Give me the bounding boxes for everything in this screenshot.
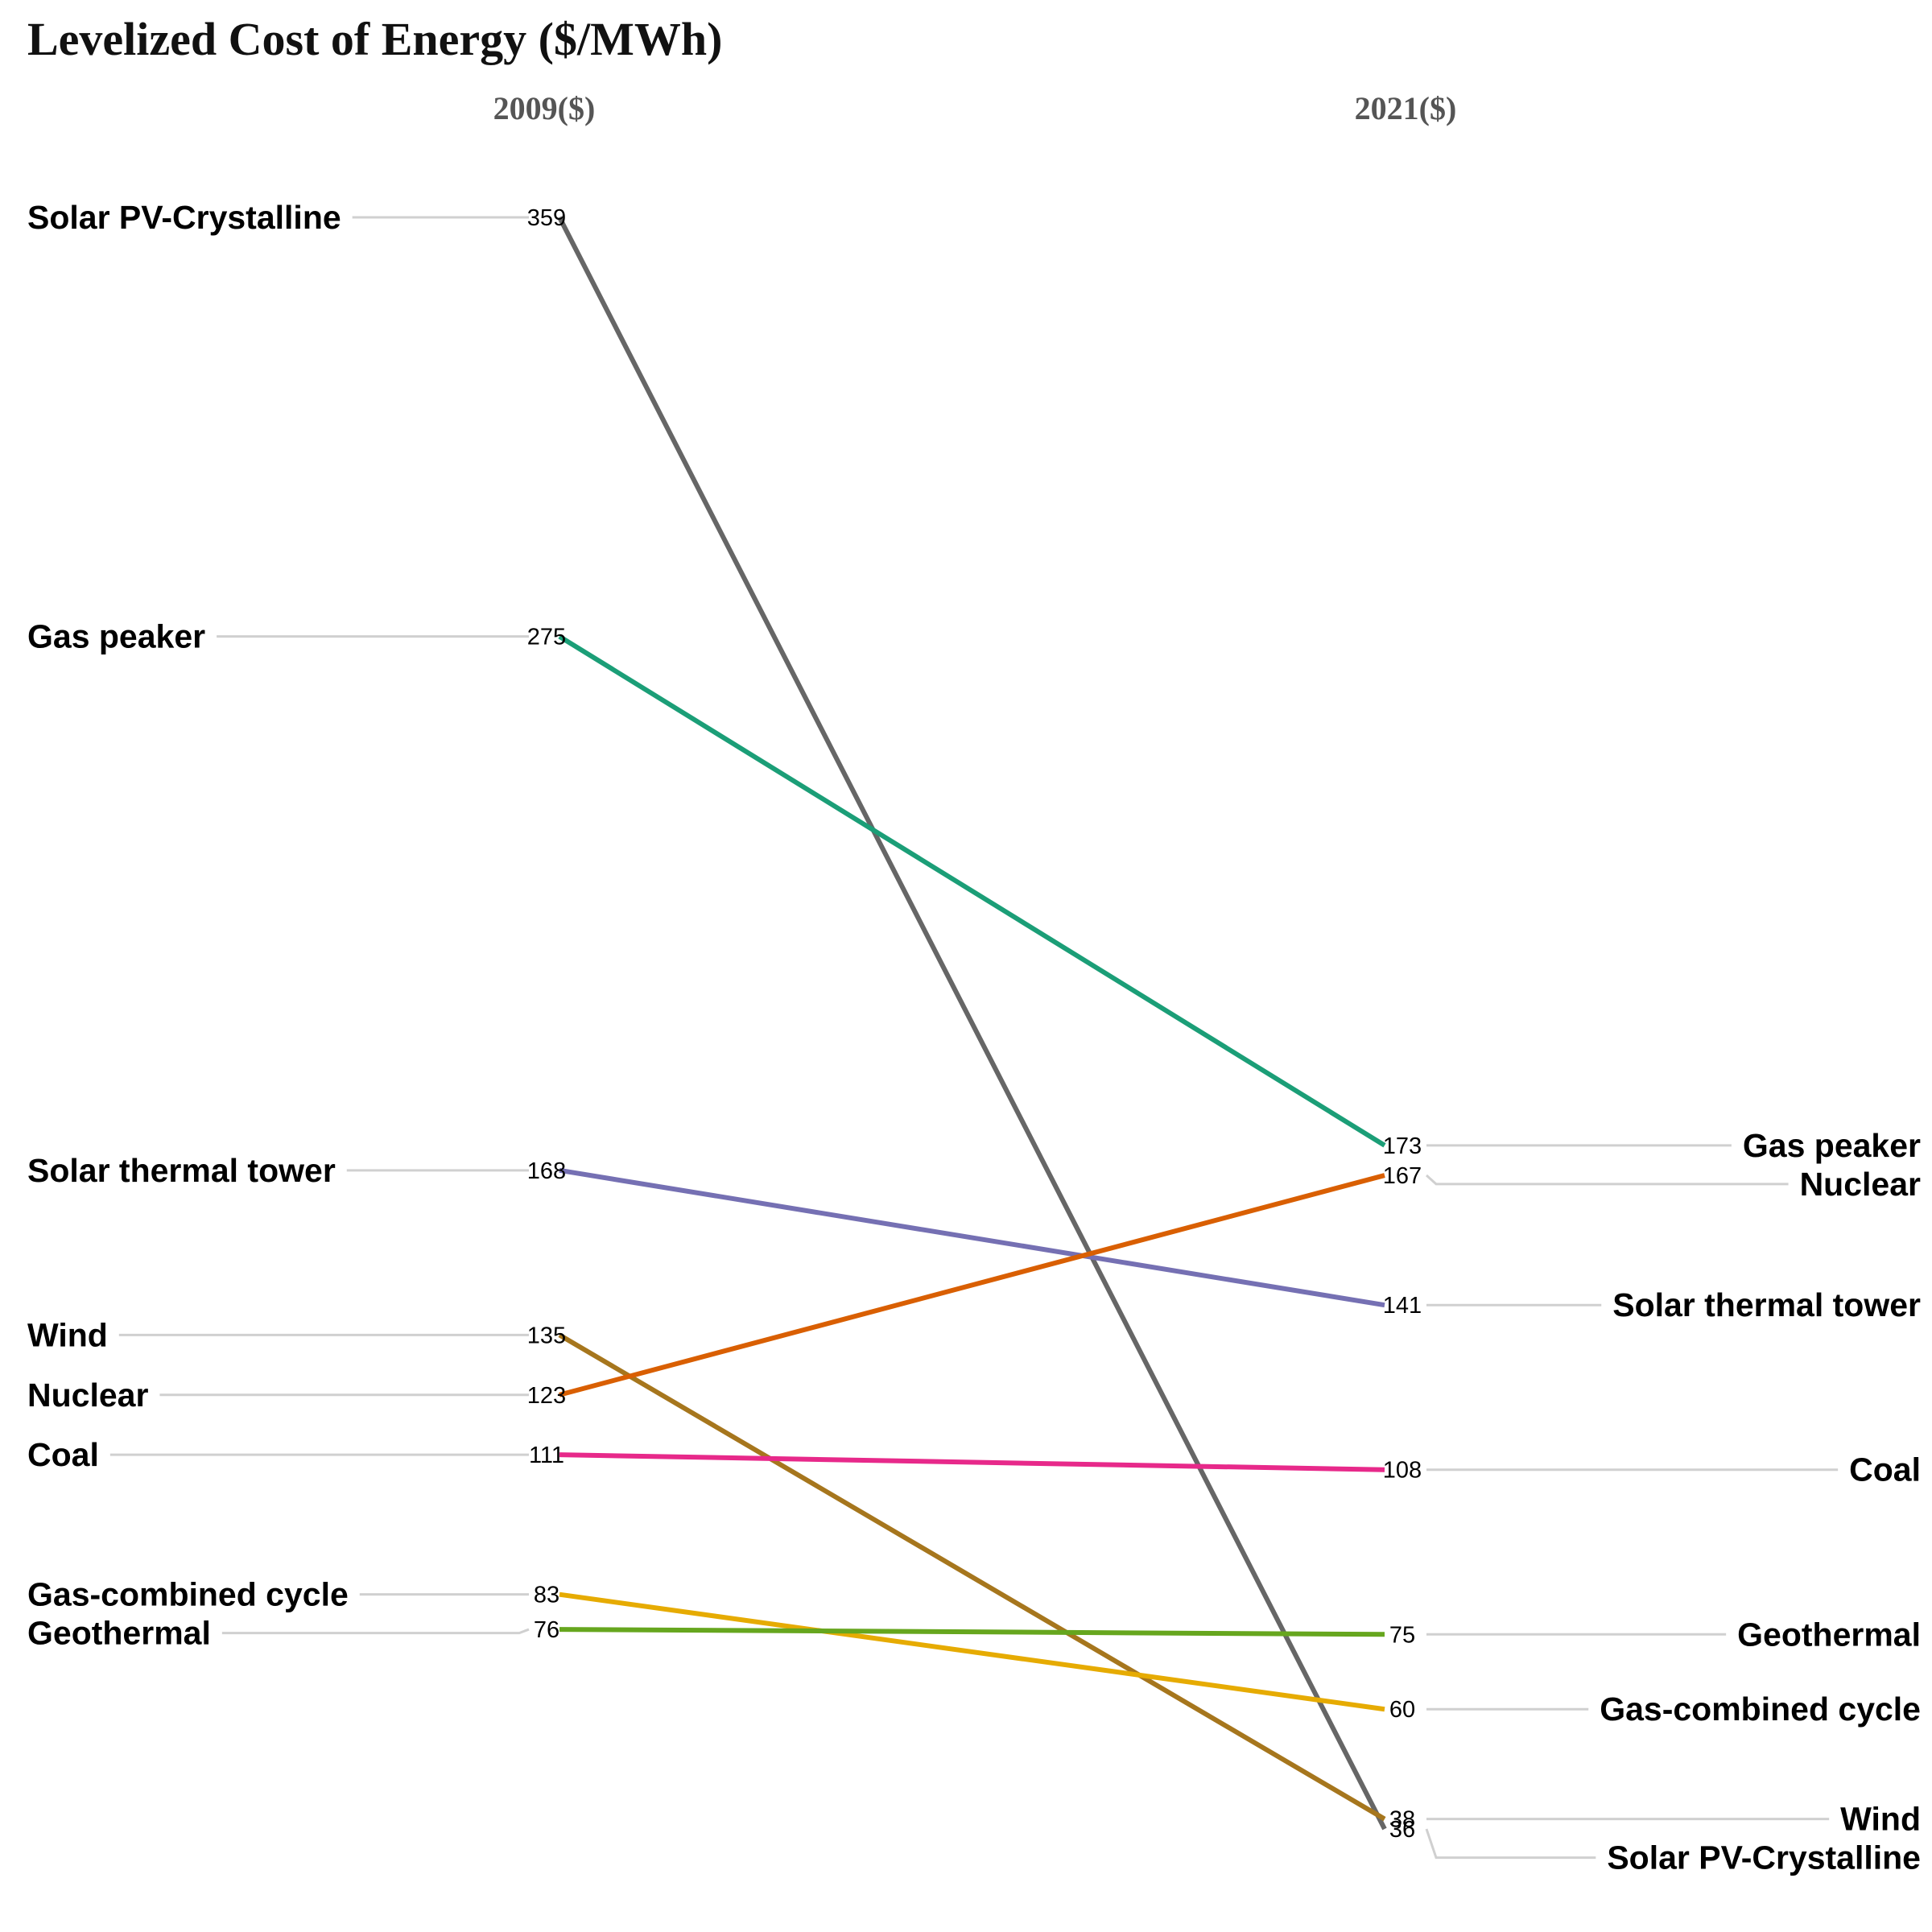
value-2009-solar-thermal-tower: 168 (527, 1158, 566, 1184)
value-2021-gas-peaker: 173 (1383, 1133, 1422, 1159)
label-left-coal: Coal (27, 1436, 99, 1473)
slope-line-wind (558, 1332, 1386, 1822)
label-right-wind: Wind (1840, 1801, 1921, 1838)
label-right-gas-combined-cycle: Gas-combined cycle (1600, 1690, 1921, 1728)
leader-lines (109, 216, 1839, 1860)
slope-line-gas-combined-cycle (559, 1591, 1385, 1712)
value-2009-coal: 111 (529, 1443, 564, 1468)
value-2021-solar-pv-crystalline: 36 (1389, 1817, 1415, 1843)
value-2009-solar-pv-crystalline: 359 (527, 205, 566, 231)
slope-line-gas-peaker (558, 634, 1386, 1148)
value-2021-solar-thermal-tower: 141 (1383, 1293, 1422, 1319)
label-left-nuclear: Nuclear (27, 1377, 148, 1414)
value-2009-gas-peaker: 275 (527, 625, 566, 650)
label-right-nuclear: Nuclear (1800, 1166, 1921, 1203)
label-left-solar-thermal-tower: Solar thermal tower (27, 1152, 336, 1189)
column-header-2009: 2009($) (493, 90, 596, 126)
slope-line-solar-thermal-tower (559, 1167, 1385, 1308)
label-right-coal: Coal (1849, 1451, 1921, 1488)
label-left-gas-combined-cycle: Gas-combined cycle (27, 1576, 349, 1613)
label-left-gas-peaker: Gas peaker (27, 618, 205, 655)
chart-title: Levelized Cost of Energy ($/MWh) (27, 13, 722, 65)
value-2009-wind: 135 (527, 1323, 566, 1348)
leader-right-solar-pv-crystalline (1425, 1828, 1596, 1860)
value-2009-nuclear: 123 (527, 1383, 566, 1409)
slope-line-solar-pv-crystalline (557, 216, 1387, 1831)
column-header-2021: 2021($) (1355, 90, 1457, 126)
slope-lines (557, 216, 1387, 1831)
value-2021-coal: 108 (1383, 1458, 1422, 1484)
leader-left-geothermal (221, 1628, 530, 1635)
slope-line-nuclear (559, 1173, 1385, 1397)
value-2021-wind: 38 (1389, 1807, 1415, 1833)
slope-line-geothermal (559, 1627, 1385, 1637)
value-2009-gas-combined-cycle: 83 (534, 1583, 559, 1608)
label-left-geothermal: Geothermal (27, 1615, 211, 1652)
value-2009-geothermal: 76 (534, 1617, 559, 1643)
leader-right-nuclear (1425, 1174, 1789, 1186)
value-2021-nuclear: 167 (1383, 1163, 1422, 1189)
slope-line-coal (559, 1452, 1385, 1472)
label-right-geothermal: Geothermal (1737, 1616, 1921, 1653)
label-left-solar-pv-crystalline: Solar PV-Crystalline (27, 199, 341, 236)
label-right-solar-thermal-tower: Solar thermal tower (1612, 1286, 1921, 1323)
label-right-solar-pv-crystalline: Solar PV-Crystalline (1607, 1839, 1921, 1876)
labels: Solar PV-Crystalline Solar PV-Crystalline… (27, 199, 1921, 1876)
label-left-wind: Wind (27, 1316, 108, 1353)
value-2021-gas-combined-cycle: 60 (1389, 1697, 1415, 1723)
label-right-gas-peaker: Gas peaker (1743, 1127, 1921, 1164)
value-2021-geothermal: 75 (1389, 1622, 1415, 1648)
